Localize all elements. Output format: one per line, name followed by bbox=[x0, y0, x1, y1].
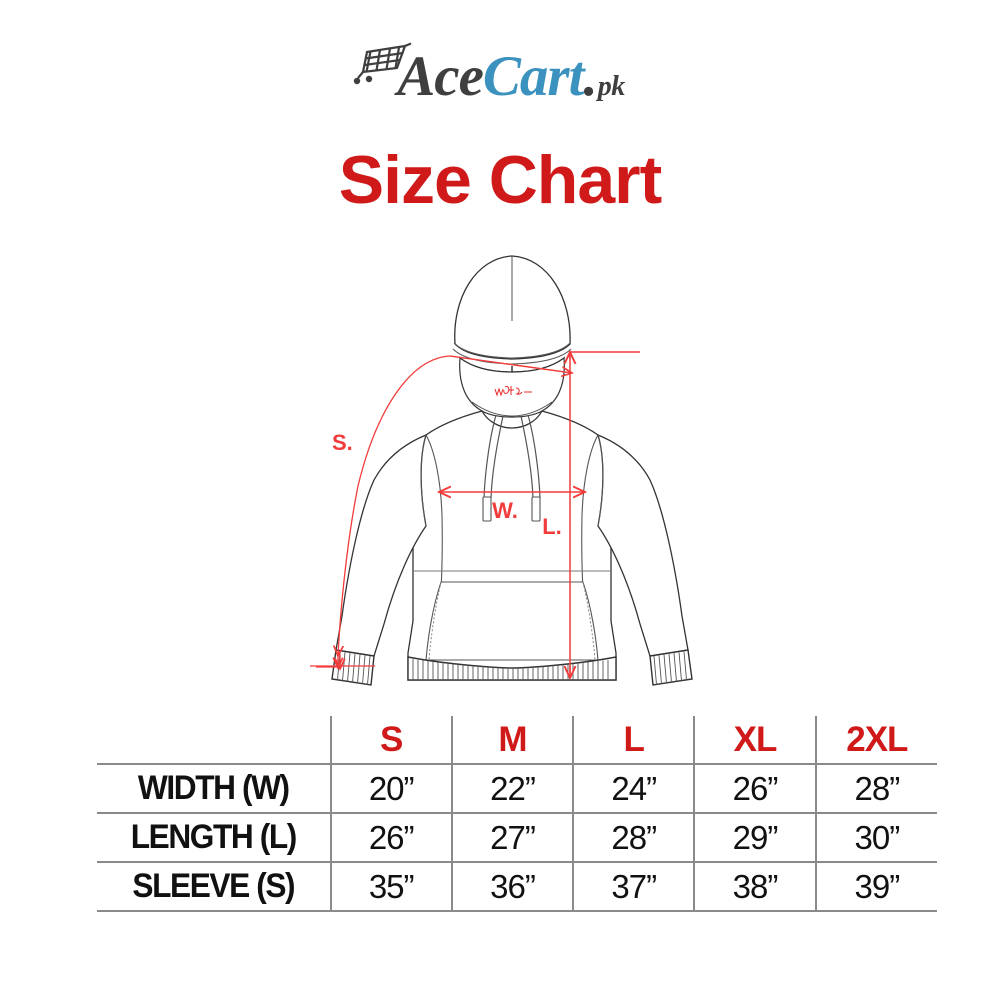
drawstring-tip-left bbox=[482, 496, 492, 522]
row-label-sleeve: SLEEVE (S) bbox=[105, 861, 323, 912]
cell-length-m: 27” bbox=[450, 812, 574, 862]
cell-length-2xl: 30” bbox=[814, 812, 937, 862]
collar-group bbox=[459, 356, 565, 418]
kangaroo-pocket bbox=[425, 581, 599, 661]
cell-sleeve-s: 35” bbox=[329, 861, 452, 912]
shopping-cart-icon bbox=[354, 42, 412, 85]
row-label-width: WIDTH (W) bbox=[105, 763, 323, 813]
cell-width-l: 24” bbox=[572, 763, 695, 813]
row-label-length: LENGTH (L) bbox=[105, 812, 323, 862]
table-header-row: S M L XL 2XL bbox=[97, 716, 937, 764]
page-title: Size Chart bbox=[338, 142, 663, 218]
table-row: WIDTH (W) 20” 22” 24” 26” 28” bbox=[97, 763, 937, 813]
brand-dot: . bbox=[583, 45, 598, 108]
cell-length-s: 26” bbox=[329, 812, 452, 862]
chest-signature-icon bbox=[494, 386, 532, 397]
hoodie-technical-illustration: S. W. L. bbox=[310, 255, 693, 686]
header-size-2xl: 2XL bbox=[814, 716, 937, 764]
header-corner-cell bbox=[97, 716, 331, 764]
length-measure-label: L. bbox=[542, 514, 562, 539]
brand-name-secondary: Cart bbox=[482, 45, 585, 108]
cell-length-l: 28” bbox=[572, 812, 695, 862]
right-cuff bbox=[649, 649, 693, 686]
table-row: SLEEVE (S) 35” 36” 37” 38” 39” bbox=[97, 861, 937, 912]
brand-name-primary: Ace bbox=[397, 45, 484, 108]
cell-width-2xl: 28” bbox=[814, 763, 937, 813]
cell-width-m: 22” bbox=[450, 763, 574, 813]
width-measure-label: W. bbox=[492, 498, 518, 523]
cell-width-xl: 26” bbox=[693, 763, 816, 813]
cell-sleeve-2xl: 39” bbox=[814, 861, 937, 912]
hood-group bbox=[452, 255, 572, 365]
brand-logo: Ace Cart. pk bbox=[0, 42, 1000, 116]
brand-tld: pk bbox=[597, 71, 626, 102]
cell-width-s: 20” bbox=[329, 763, 452, 813]
header-size-l: L bbox=[572, 716, 695, 764]
sleeve-measure-label: S. bbox=[332, 430, 353, 455]
header-size-s: S bbox=[329, 716, 452, 764]
drawstring-tip-right bbox=[531, 496, 541, 522]
header-size-m: M bbox=[450, 716, 574, 764]
header-size-xl: XL bbox=[693, 716, 816, 764]
cell-sleeve-xl: 38” bbox=[693, 861, 816, 912]
cell-sleeve-l: 37” bbox=[572, 861, 695, 912]
size-chart-table: S M L XL 2XL WIDTH (W) 20” 22” 24” 26” 2… bbox=[97, 716, 937, 912]
table-row: LENGTH (L) 26” 27” 28” 29” 30” bbox=[97, 812, 937, 862]
cell-sleeve-m: 36” bbox=[450, 861, 574, 912]
cell-length-xl: 29” bbox=[693, 812, 816, 862]
